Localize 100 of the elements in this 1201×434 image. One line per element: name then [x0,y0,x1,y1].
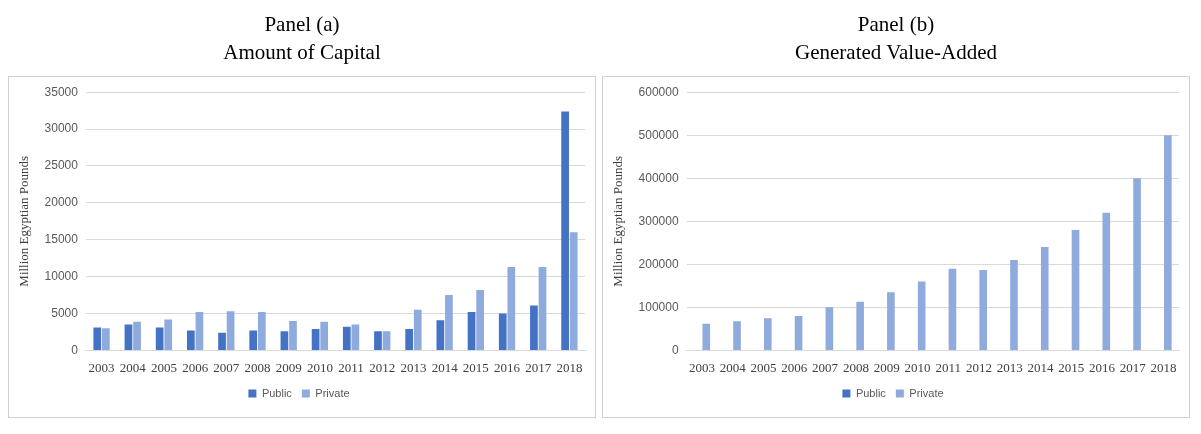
bar [226,311,235,350]
bar [569,232,578,350]
bar [249,330,258,350]
bar [1164,135,1172,350]
bar [320,321,329,350]
bar [498,313,507,350]
bar [887,292,895,350]
bar [856,301,864,350]
x-tick-label: 2007 [812,359,839,375]
x-tick-label: 2005 [750,359,777,375]
bar [342,326,351,350]
bar [133,321,141,350]
x-tick-label: 2010 [306,359,333,375]
x-tick-label: 2008 [244,359,271,375]
bar [382,331,391,350]
x-tick-label: 2007 [213,359,240,375]
x-tick-label: 2006 [182,359,209,375]
chart-title: Panel (a) [263,11,341,38]
x-tick-label: 2015 [462,359,489,375]
y-tick-label: 10000 [44,268,79,283]
bar [948,268,957,350]
bar [436,320,445,350]
bar [374,331,382,350]
bar [764,318,772,350]
x-tick-label: 2013 [996,359,1023,375]
x-tick-label: 2006 [781,359,808,375]
bar [530,305,538,350]
bar [561,111,569,350]
x-tick-label: 2016 [1089,359,1116,375]
y-tick-label: 5000 [51,305,79,320]
x-tick-label: 2015 [1058,359,1085,375]
bar [155,327,164,350]
x-tick-label: 2017 [525,359,552,375]
x-tick-label: 2011 [338,359,364,375]
y-tick-label: 100000 [638,299,679,314]
chart-subtitle: Amount of Capital [222,39,382,66]
legend-label: Private [909,386,944,399]
bar [195,312,204,350]
y-tick-label: 500000 [638,127,679,142]
bar [405,329,414,350]
y-tick-label: 30000 [44,121,79,136]
bar [1071,229,1080,350]
bar [1010,260,1018,350]
bar [476,289,484,350]
y-tick-label: 400000 [638,170,679,185]
x-tick-label: 2014 [1027,359,1055,375]
y-tick-label: 15000 [44,232,79,247]
x-tick-label: 2003 [88,359,115,375]
bar [733,321,741,350]
bar [93,327,102,350]
x-tick-label: 2005 [150,359,177,375]
bar [538,267,547,350]
x-tick-label: 2016 [494,359,521,375]
x-tick-label: 2018 [556,359,583,375]
bar [1040,247,1049,350]
y-tick-label: 300000 [638,213,679,228]
y-tick-label: 0 [71,342,79,357]
legend-label: Private [315,386,350,399]
x-tick-label: 2012 [369,359,396,375]
y-tick-label: 200000 [638,256,679,271]
y-axis-title: Million Egyptian Pounds [610,155,626,287]
x-tick-label: 2017 [1119,359,1147,375]
bar [979,269,988,350]
x-tick-label: 2009 [873,359,900,375]
y-tick-label: 20000 [44,195,79,210]
bar [164,319,173,350]
bar [1133,178,1141,350]
bar [101,328,110,350]
bar [289,320,297,350]
x-tick-label: 2011 [935,359,961,375]
bar [351,324,360,350]
x-tick-label: 2012 [965,359,992,375]
bar [467,312,476,350]
x-tick-label: 2004 [119,359,147,375]
bar [702,323,711,350]
x-tick-label: 2014 [431,359,459,375]
chart-subtitle: Generated Value-Added [794,39,998,66]
x-tick-label: 2009 [275,359,302,375]
bar [257,312,266,350]
x-tick-label: 2010 [904,359,931,375]
bar [507,267,516,350]
bar [124,324,133,350]
bar [917,281,926,350]
bar [218,332,226,350]
y-axis-title: Million Egyptian Pounds [16,155,32,287]
bar [445,295,453,350]
bar [186,330,195,350]
y-tick-label: 25000 [44,158,79,173]
y-tick-label: 0 [671,342,679,357]
legend-label: Public [855,386,887,399]
y-tick-label: 35000 [44,84,79,99]
bar [794,315,803,350]
bar [1102,212,1111,350]
chart-title: Panel (b) [856,11,936,38]
x-tick-label: 2004 [719,359,747,375]
bar [825,307,834,350]
x-tick-label: 2008 [842,359,869,375]
bar [311,329,320,350]
y-tick-label: 600000 [638,84,679,99]
legend-label: Public [261,386,293,399]
